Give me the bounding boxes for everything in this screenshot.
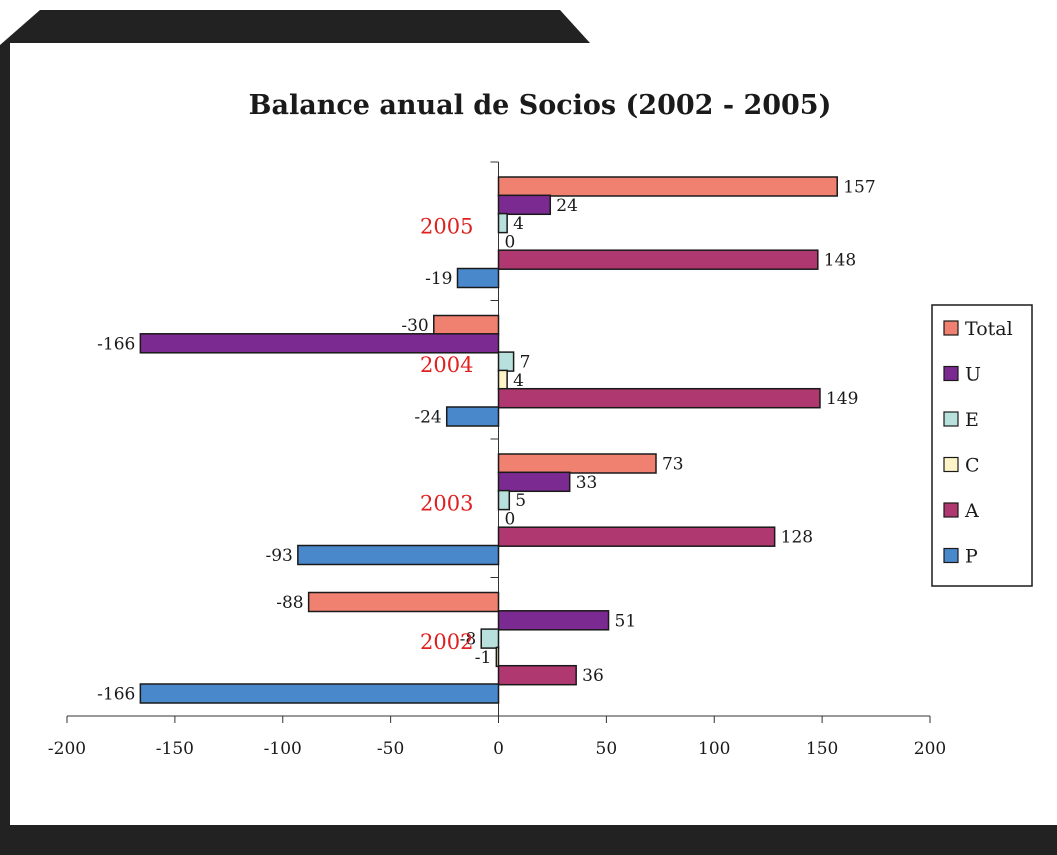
frame-bottom-band — [140, 825, 1057, 855]
legend-swatch-p — [943, 547, 959, 564]
data-label: 5 — [515, 491, 526, 511]
bar-u-2003 — [497, 471, 571, 493]
data-label: 149 — [826, 389, 858, 409]
bar-p-2002 — [139, 683, 500, 704]
data-label: 0 — [505, 232, 516, 252]
legend-swatch-e — [943, 411, 959, 427]
data-label: 73 — [662, 455, 684, 475]
bar-p-2004 — [445, 406, 500, 427]
data-label: 24 — [556, 196, 578, 216]
legend-label-total: Total — [965, 318, 1013, 340]
x-tick-label: 50 — [596, 739, 618, 759]
data-label: -166 — [97, 334, 135, 354]
x-tick-label: -150 — [156, 739, 194, 759]
bar-a-2005 — [497, 249, 819, 270]
bar-p-2005 — [456, 267, 500, 289]
data-label: -166 — [97, 685, 135, 705]
frame-inner — [10, 43, 1057, 825]
bar-p-2003 — [297, 544, 500, 566]
data-label: 157 — [843, 178, 875, 198]
x-tick-label: -100 — [264, 739, 302, 759]
x-tick-label: 150 — [806, 739, 838, 759]
bar-total-2005 — [497, 176, 838, 197]
data-label: -24 — [414, 408, 441, 428]
data-label: 7 — [520, 353, 531, 373]
legend-swatch-a — [943, 502, 959, 518]
legend-swatch-c — [943, 456, 959, 473]
legend: Total U E C A P — [931, 304, 1033, 587]
legend-label-a: A — [964, 500, 979, 522]
category-label-2002: 2002 — [420, 630, 473, 654]
bar-e-2005 — [497, 212, 508, 234]
data-label: 36 — [582, 666, 604, 686]
legend-box — [931, 304, 1033, 587]
bar-e-2003 — [497, 489, 511, 511]
bar-u-2004 — [139, 333, 500, 354]
bar-total-2004 — [433, 314, 500, 336]
legend-label-c: C — [965, 455, 980, 477]
data-label: 33 — [576, 473, 598, 493]
bar-a-2002 — [497, 664, 577, 686]
chart-title: Balance anual de Socios (2002 - 2005) — [249, 90, 832, 121]
data-label: 4 — [513, 214, 524, 234]
category-label-2004: 2004 — [420, 353, 473, 377]
bar-e-2004 — [497, 351, 515, 372]
x-tick-label: 200 — [914, 739, 946, 759]
bar-a-2003 — [497, 526, 776, 547]
data-label: -8 — [460, 630, 477, 650]
legend-label-e: E — [965, 409, 979, 431]
category-label-2005: 2005 — [420, 214, 473, 238]
category-label-2003: 2003 — [420, 491, 473, 515]
legend-label-p: P — [965, 546, 978, 568]
data-label: 51 — [615, 611, 637, 631]
bar-total-2002 — [307, 591, 500, 613]
data-label: -88 — [276, 593, 303, 613]
x-tick-label: -50 — [377, 739, 404, 759]
data-label: -93 — [265, 546, 292, 566]
legend-swatch-total — [943, 320, 959, 336]
bar-e-2002 — [480, 628, 500, 649]
plot-area: -200 -150 -100 -50 0 50 100 150 2001572440148-19… — [48, 161, 946, 759]
data-label: -1 — [475, 648, 492, 668]
bar-u-2005 — [497, 194, 552, 216]
data-label: 0 — [505, 509, 516, 529]
legend-label-u: U — [965, 364, 981, 386]
bar-a-2004 — [497, 387, 821, 409]
data-label: -19 — [425, 269, 452, 289]
data-label: -30 — [401, 316, 428, 336]
legend-swatch-u — [943, 365, 959, 382]
bar-total-2003 — [497, 453, 657, 474]
data-label: 148 — [824, 251, 856, 271]
bar-c-2004 — [497, 369, 508, 391]
x-tick-label: 100 — [698, 739, 730, 759]
data-label: 128 — [781, 528, 813, 548]
bar-u-2002 — [497, 610, 610, 631]
x-tick-label: 0 — [493, 739, 504, 759]
data-label: 4 — [513, 371, 524, 391]
x-tick-label: -200 — [48, 739, 86, 759]
bar-c-2002 — [495, 646, 500, 668]
